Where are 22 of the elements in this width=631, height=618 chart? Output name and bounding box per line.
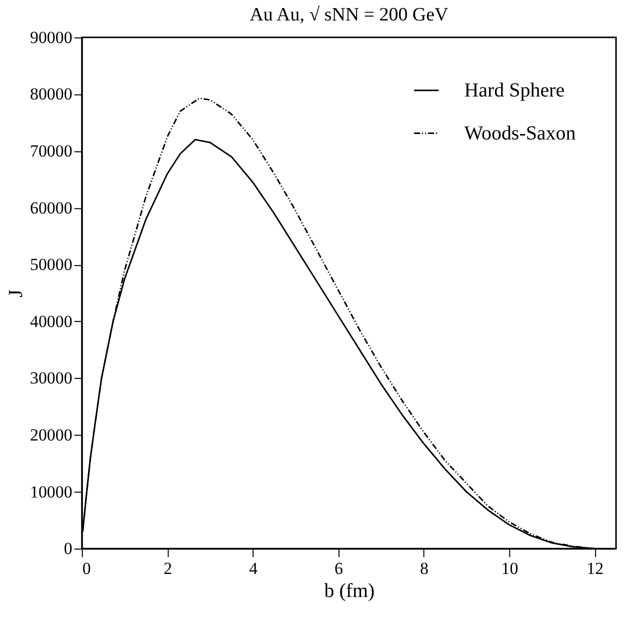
x-tick-label: 8 bbox=[420, 559, 428, 578]
legend-label: Woods-Saxon bbox=[464, 122, 576, 144]
x-tick-label: 6 bbox=[334, 559, 344, 578]
y-tick-label: 50000 bbox=[30, 255, 72, 274]
x-tick-label: 0 bbox=[82, 559, 91, 578]
x-tick-label: 10 bbox=[501, 559, 518, 578]
y-tick-label: 20000 bbox=[30, 426, 72, 445]
x-tick-label: 12 bbox=[586, 559, 604, 578]
legend-label: Hard Sphere bbox=[464, 79, 565, 102]
y-axis-title: J bbox=[4, 289, 27, 298]
y-tick-label: 60000 bbox=[30, 198, 72, 218]
y-tick-label: 40000 bbox=[30, 312, 72, 331]
x-tick-label: 4 bbox=[249, 559, 258, 578]
x-tick-label: 2 bbox=[164, 559, 172, 578]
y-tick-label: 10000 bbox=[30, 482, 72, 502]
y-tick-label: 0 bbox=[64, 539, 72, 558]
y-tick-label: 80000 bbox=[30, 84, 72, 104]
y-tick-label: 90000 bbox=[30, 28, 72, 47]
y-tick-label: 70000 bbox=[30, 142, 72, 161]
x-axis-title: b (fm) bbox=[324, 580, 375, 602]
y-tick-label: 30000 bbox=[30, 368, 72, 388]
chart-title: Au Au, √ sNN = 200 GeV bbox=[250, 4, 449, 26]
